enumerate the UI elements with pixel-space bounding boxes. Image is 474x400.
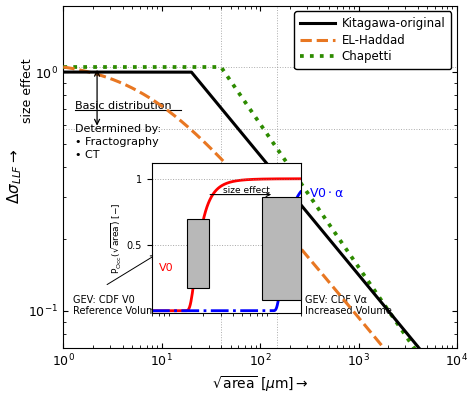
Text: GEV: CDF Vα
Increased Volume: GEV: CDF Vα Increased Volume [305, 294, 392, 316]
Chapetti [447, 396, 452, 400]
Text: Determined by:
• Fractography
• CT: Determined by: • Fractography • CT [75, 124, 161, 160]
EL-Haddad [228, 167, 234, 172]
Line: EL-Haddad: EL-Haddad [64, 67, 457, 400]
EL-Haddad [211, 150, 217, 154]
Kitagawa-original [129, 70, 135, 74]
Text: Basic distribution: Basic distribution [75, 101, 172, 111]
EL-Haddad [404, 373, 410, 378]
Bar [262, 197, 301, 300]
Y-axis label: $\Delta\sigma_{LLF}\rightarrow$: $\Delta\sigma_{LLF}\rightarrow$ [6, 149, 24, 204]
Kitagawa-original [454, 392, 460, 396]
Text: $\mathrm{V0\cdot\alpha}$: $\mathrm{V0\cdot\alpha}$ [310, 187, 345, 200]
Legend: Kitagawa-original, EL-Haddad, Chapetti: Kitagawa-original, EL-Haddad, Chapetti [294, 12, 451, 69]
Kitagawa-original [211, 98, 217, 102]
Chapetti [404, 335, 410, 340]
Text: size effect: size effect [21, 59, 35, 123]
Chapetti [228, 80, 234, 84]
Line: Kitagawa-original: Kitagawa-original [64, 72, 457, 394]
Text: GEV: CDF V0
Reference Volume: GEV: CDF V0 Reference Volume [73, 294, 162, 316]
EL-Haddad [129, 85, 135, 90]
X-axis label: $\sqrt{\mathrm{area}}\ [\mu\mathrm{m}]\rightarrow$: $\sqrt{\mathrm{area}}\ [\mu\mathrm{m}]\r… [212, 375, 309, 394]
Line: Chapetti: Chapetti [64, 67, 457, 400]
Kitagawa-original [105, 70, 111, 74]
Kitagawa-original [61, 70, 66, 74]
Chapetti [61, 65, 66, 70]
EL-Haddad [61, 65, 66, 70]
EL-Haddad [105, 76, 111, 80]
Kitagawa-original [228, 118, 234, 123]
Chapetti [211, 65, 217, 70]
Chapetti [105, 65, 111, 70]
Bar [187, 219, 209, 288]
Chapetti [129, 65, 135, 70]
Kitagawa-original [447, 382, 452, 387]
Kitagawa-original [404, 331, 410, 336]
